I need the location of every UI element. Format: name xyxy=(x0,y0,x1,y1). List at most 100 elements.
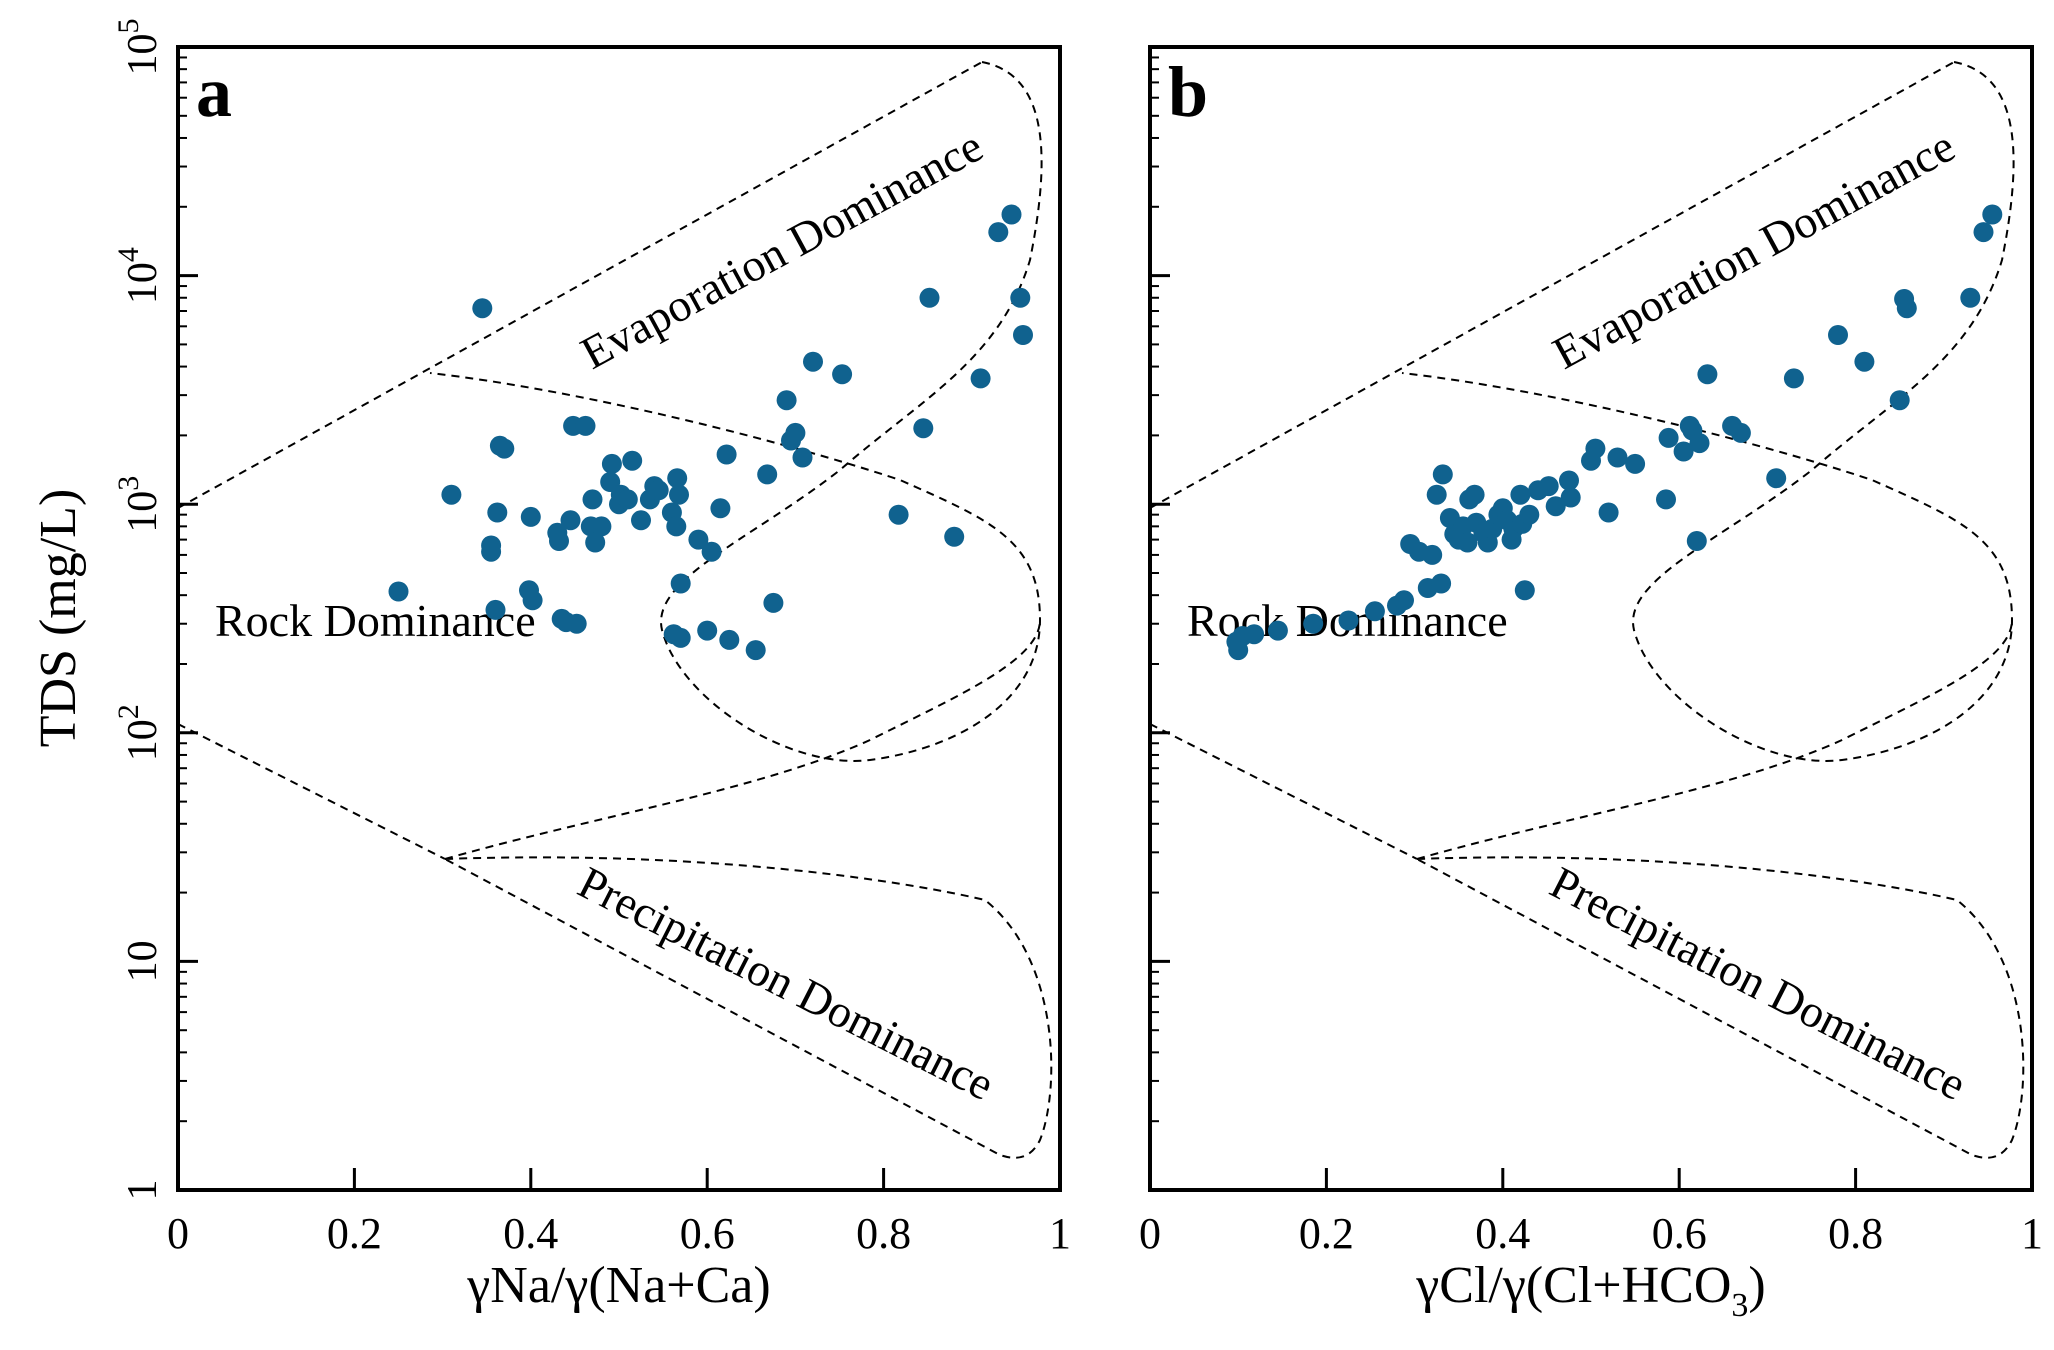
x-axis-label-b-main: γCl/γ(Cl+HCO xyxy=(1415,1257,1731,1314)
data-point xyxy=(757,464,778,485)
precipitation-dominance-label: Precipitation Dominance xyxy=(570,856,1002,1110)
data-point xyxy=(1432,464,1453,485)
data-point xyxy=(1598,502,1619,523)
data-point xyxy=(1519,504,1540,525)
data-point xyxy=(549,531,569,551)
data-point xyxy=(913,418,934,439)
data-point xyxy=(919,287,940,308)
data-point xyxy=(487,502,508,523)
y-axis-label: TDS (mg/L) xyxy=(30,489,87,748)
data-point xyxy=(697,620,718,641)
data-point xyxy=(1394,590,1414,611)
data-point xyxy=(745,640,766,661)
data-point xyxy=(988,222,1009,243)
data-point xyxy=(522,590,543,611)
data-point xyxy=(667,468,688,489)
data-point xyxy=(785,422,806,443)
dominance-boundaries-b xyxy=(1149,61,2025,1159)
y-axis-ticks-a: 1 10 102 103 104 105 xyxy=(112,19,198,1201)
precipitation-upper-boundary xyxy=(444,856,1053,1159)
data-point xyxy=(585,532,606,553)
scatter-points-a xyxy=(388,204,1033,661)
evaporation-upper-boundary xyxy=(1149,61,1955,509)
data-point xyxy=(716,444,737,465)
x-tick-label: 0.6 xyxy=(680,1209,735,1258)
x-axis-label-a: γNa/γ(Na+Ca) xyxy=(466,1257,770,1314)
data-point xyxy=(670,627,691,648)
data-point xyxy=(944,526,965,547)
data-point xyxy=(472,298,493,319)
x-tick-label: 0 xyxy=(1139,1209,1161,1258)
x-axis-label-b-subscript: 3 xyxy=(1731,1287,1748,1324)
rock-lower-boundary xyxy=(1149,723,1418,860)
precipitation-dominance-label: Precipitation Dominance xyxy=(1542,856,1974,1110)
data-point xyxy=(1960,287,1981,308)
data-point xyxy=(1607,447,1628,468)
data-point xyxy=(792,447,813,468)
y-axis-ticks-b xyxy=(1150,45,1170,1192)
y-tick-label: 102 xyxy=(112,704,166,761)
evaporation-dominance-label: Evaporation Dominance xyxy=(572,120,990,379)
evaporation-right-boundary xyxy=(429,61,1043,762)
data-point xyxy=(1686,531,1707,551)
data-point xyxy=(388,581,409,602)
x-tick-label: 0.8 xyxy=(1828,1209,1883,1258)
panel-a: Evaporation Dominance Rock Dominance Pre… xyxy=(30,19,1071,1315)
rock-dominance-label: Rock Dominance xyxy=(215,595,536,646)
x-axis-label-b: γCl/γ(Cl+HCO3) xyxy=(1415,1257,1765,1324)
data-point xyxy=(1267,620,1288,641)
data-point xyxy=(520,506,541,527)
data-point xyxy=(832,364,853,385)
y-tick-label: 103 xyxy=(112,476,166,533)
data-point xyxy=(1689,433,1710,454)
data-point xyxy=(710,498,731,519)
data-point xyxy=(776,390,797,411)
data-point xyxy=(1982,204,2003,225)
rock-lower-boundary xyxy=(177,723,446,860)
data-point xyxy=(1431,573,1452,594)
data-point xyxy=(1828,325,1848,345)
plot-frame-b xyxy=(1148,45,2034,1192)
data-point xyxy=(1338,610,1359,631)
y-tick-label: 10 xyxy=(120,940,166,982)
data-point xyxy=(648,480,669,501)
x-tick-label: 1 xyxy=(2021,1209,2043,1258)
data-point xyxy=(1697,364,1718,385)
data-point xyxy=(1585,438,1606,459)
data-point xyxy=(622,450,643,471)
precipitation-lower-boundary xyxy=(444,619,1041,860)
data-point xyxy=(617,489,638,510)
data-point xyxy=(888,504,909,525)
plot-frame-a xyxy=(176,45,1062,1192)
data-point xyxy=(719,629,740,650)
data-point xyxy=(1426,484,1447,505)
x-tick-label: 0.4 xyxy=(503,1209,558,1258)
data-point xyxy=(1244,624,1265,645)
data-point xyxy=(1896,298,1917,319)
data-point xyxy=(494,438,515,459)
data-point xyxy=(803,351,823,372)
data-point xyxy=(582,489,603,510)
data-point xyxy=(669,484,689,505)
data-point xyxy=(1013,325,1033,345)
data-point xyxy=(1457,532,1478,553)
data-point xyxy=(1545,496,1566,517)
data-point xyxy=(1658,427,1679,448)
evaporation-dominance-label: Evaporation Dominance xyxy=(1544,120,1962,379)
panel-label-b: b xyxy=(1168,52,1208,132)
evaporation-right-boundary xyxy=(1401,61,2015,762)
panel-b: Evaporation Dominance Rock Dominance Pre… xyxy=(1139,45,2043,1324)
data-point xyxy=(1538,476,1559,497)
y-tick-label: 105 xyxy=(112,19,166,76)
evaporation-upper-boundary xyxy=(177,61,983,509)
data-point xyxy=(1854,351,1875,372)
data-point xyxy=(1010,287,1031,308)
x-tick-label: 0 xyxy=(167,1209,189,1258)
data-point xyxy=(1464,484,1485,505)
scatter-points-b xyxy=(1226,204,2003,661)
data-point xyxy=(688,529,709,550)
dominance-boundaries-a xyxy=(177,61,1053,1159)
data-point xyxy=(575,415,596,436)
y-tick-label: 1 xyxy=(120,1180,166,1201)
data-point xyxy=(1766,468,1787,489)
